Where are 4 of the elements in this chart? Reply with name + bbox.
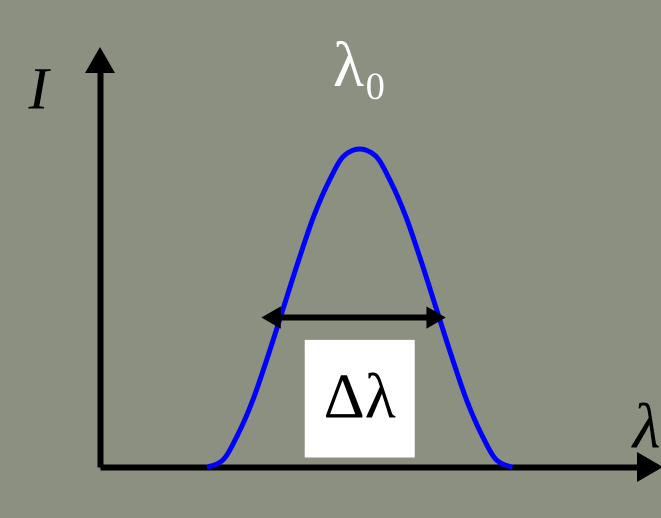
text: λ₀ [333,29,386,100]
annotation: Δλ [324,360,396,432]
x-axis-title: λ [630,390,660,462]
y-axis-title: I [28,56,52,122]
